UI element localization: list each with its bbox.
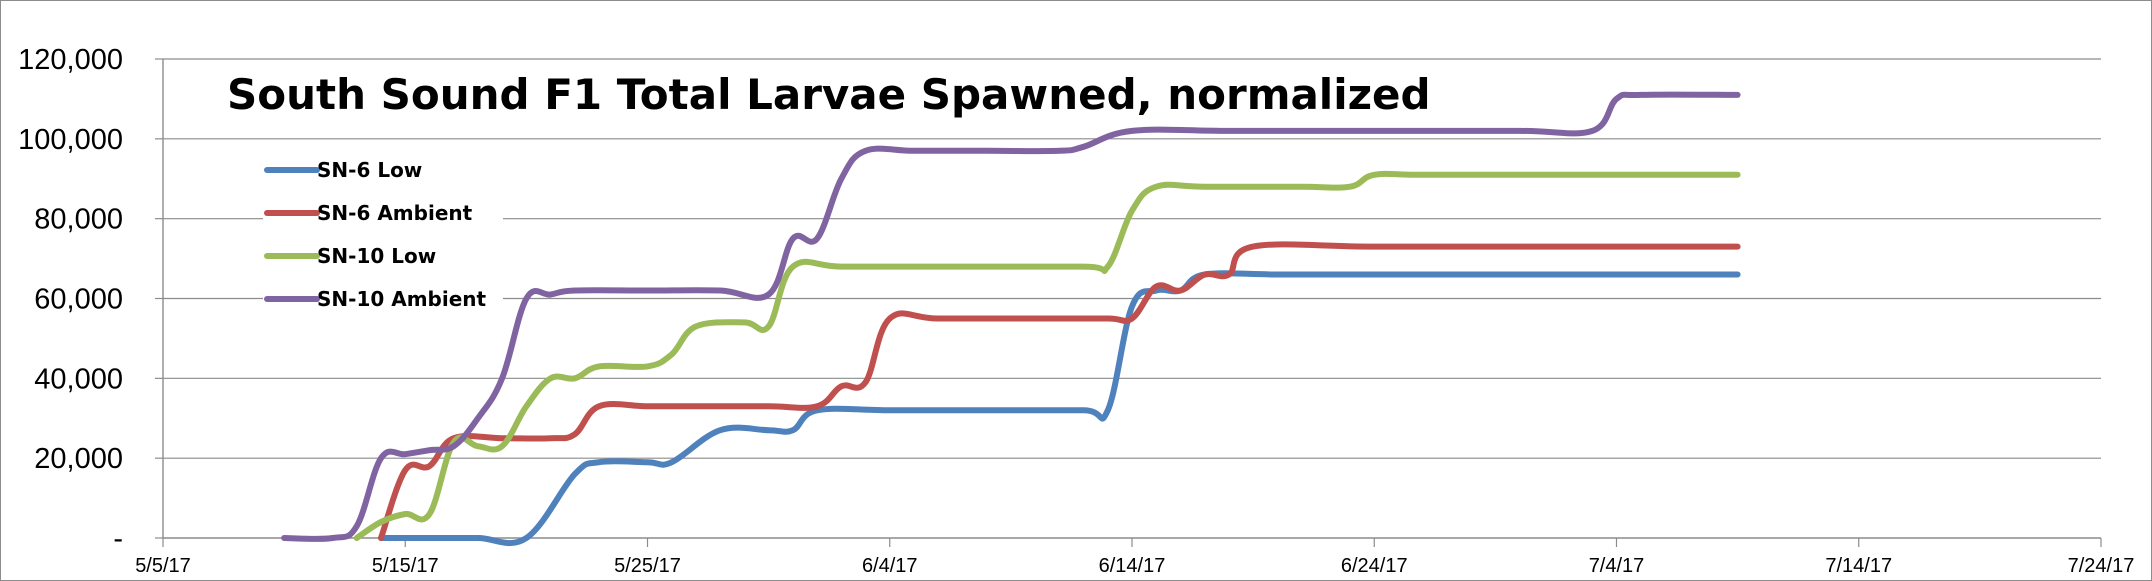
x-tick-label: 7/24/17 xyxy=(2068,555,2135,577)
x-tick-label: 6/14/17 xyxy=(1099,555,1166,577)
y-tick-label: 100,000 xyxy=(18,124,123,156)
series-line-2 xyxy=(378,241,1741,541)
legend-label: SN-10 Ambient xyxy=(317,287,487,311)
y-tick-label: 80,000 xyxy=(34,204,123,236)
legend: SN-6 Low SN-6 Ambient SN-10 Low SN-10 Ambie… xyxy=(263,147,503,315)
legend-label: SN-10 Low xyxy=(317,244,436,268)
series-lines xyxy=(281,91,1741,547)
legend-label: SN-6 Ambient xyxy=(317,201,473,225)
series-line-3 xyxy=(353,170,1741,541)
legend-label: SN-6 Low xyxy=(317,158,422,182)
x-tick-label: 6/24/17 xyxy=(1341,555,1408,577)
chart-title: South Sound F1 Total Larvae Spawned, nor… xyxy=(227,70,1431,119)
series-line-1 xyxy=(378,270,1741,547)
x-tick-label: 5/25/17 xyxy=(614,555,681,577)
y-tick-label: - xyxy=(113,523,123,555)
legend-background xyxy=(263,147,503,315)
x-tick-label: 5/15/17 xyxy=(372,555,439,577)
y-tick-label: 40,000 xyxy=(34,363,123,395)
x-tick-label: 6/4/17 xyxy=(862,555,918,577)
x-tick-label: 5/5/17 xyxy=(135,555,191,577)
y-tick-label: 60,000 xyxy=(34,284,123,316)
x-tick-label: 7/14/17 xyxy=(1825,555,1892,577)
axes: - 20,000 40,000 60,000 80,000 100,000 120,000 5… xyxy=(18,44,2134,577)
y-tick-label: 20,000 xyxy=(34,443,123,475)
y-tick-label: 120,000 xyxy=(18,44,123,76)
x-tick-label: 7/4/17 xyxy=(1589,555,1645,577)
series-line-4 xyxy=(281,91,1741,542)
